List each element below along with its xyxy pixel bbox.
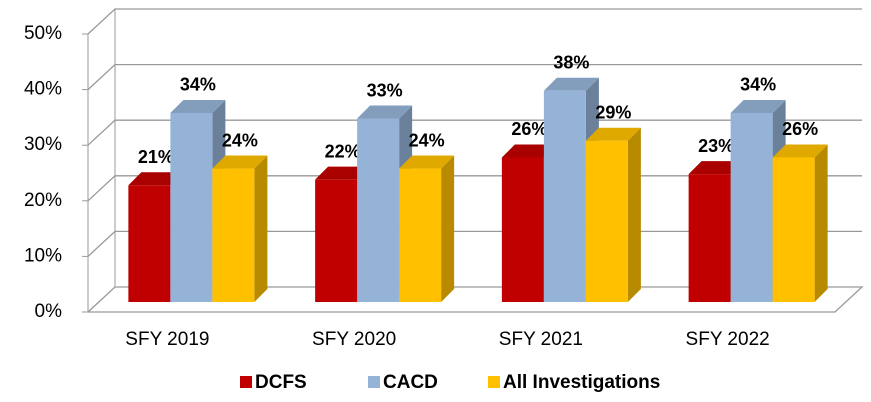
bar-top (730, 99, 786, 113)
bar-top (212, 155, 268, 169)
grid-line (87, 8, 862, 35)
x-tick-label: SFY 2022 (686, 329, 770, 350)
bar-side (254, 155, 268, 302)
bar-top (357, 105, 413, 119)
value-label: 26% (782, 119, 818, 139)
bar-front (315, 179, 358, 302)
bar-top (128, 172, 184, 186)
bar-front (128, 185, 171, 302)
value-label: 22% (325, 141, 361, 161)
bar (212, 155, 268, 302)
value-label: 38% (553, 52, 589, 72)
value-label: 34% (180, 75, 216, 95)
x-tick-label: SFY 2020 (312, 329, 396, 350)
value-label: 29% (595, 103, 631, 123)
bar (399, 155, 455, 302)
bar-top (543, 77, 599, 91)
y-tick-label: 0% (35, 301, 63, 322)
bar-top (585, 127, 641, 141)
value-label: 24% (222, 130, 258, 150)
grid-line (87, 63, 862, 91)
value-label: 23% (698, 136, 734, 156)
bar-side (627, 127, 641, 302)
bar (772, 144, 828, 302)
bar-front (772, 157, 815, 302)
bar-side (441, 155, 455, 302)
bar-side (814, 144, 828, 302)
legend-swatch (488, 376, 500, 388)
bar-top (315, 166, 371, 180)
bar-front (501, 157, 544, 302)
bar (585, 127, 641, 302)
x-tick-label: SFY 2021 (499, 329, 583, 350)
bar (170, 99, 226, 303)
value-label: 34% (740, 75, 776, 95)
y-tick-label: 10% (24, 245, 62, 266)
bar-front (730, 112, 773, 303)
value-label: 26% (511, 119, 547, 139)
bar-front (357, 118, 400, 303)
y-tick-label: 20% (24, 190, 62, 211)
y-tick-label: 40% (24, 79, 62, 100)
legend-label: All Investigations (503, 372, 660, 393)
bar-top (170, 99, 226, 113)
legend-label: CACD (383, 372, 438, 393)
value-label: 24% (409, 130, 445, 150)
bar-top (772, 144, 828, 158)
legend-swatch (368, 376, 380, 388)
bar-front (543, 90, 586, 302)
bar-front (585, 140, 628, 302)
value-label: 33% (367, 80, 403, 100)
x-tick-label: SFY 2019 (125, 329, 209, 350)
y-tick-label: 30% (24, 134, 62, 155)
value-label: 21% (138, 147, 174, 167)
legend-label: DCFS (255, 372, 307, 393)
bar-front (170, 112, 213, 303)
grid-line (87, 119, 862, 146)
bar-top (399, 155, 455, 169)
bar-top (501, 144, 557, 158)
bar-top (688, 161, 744, 175)
legend-swatch (240, 376, 252, 388)
bar-front (399, 168, 442, 302)
bar-front (688, 174, 731, 302)
floor (87, 286, 864, 313)
y-tick-label: 50% (24, 23, 62, 44)
bar-front (212, 168, 255, 302)
